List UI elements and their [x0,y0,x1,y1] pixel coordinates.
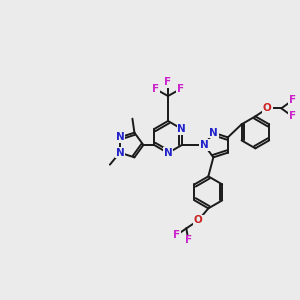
Text: O: O [194,215,203,225]
Text: F: F [173,230,180,240]
Text: N: N [200,140,209,150]
Text: F: F [289,95,296,105]
Text: N: N [164,148,172,158]
Text: F: F [152,84,159,94]
Text: N: N [116,148,124,158]
Text: N: N [116,132,124,142]
Text: N: N [209,128,218,138]
Text: F: F [177,84,184,94]
Text: F: F [289,111,296,122]
Text: F: F [185,236,192,245]
Text: N: N [178,124,186,134]
Text: O: O [263,103,272,113]
Text: F: F [164,77,172,87]
